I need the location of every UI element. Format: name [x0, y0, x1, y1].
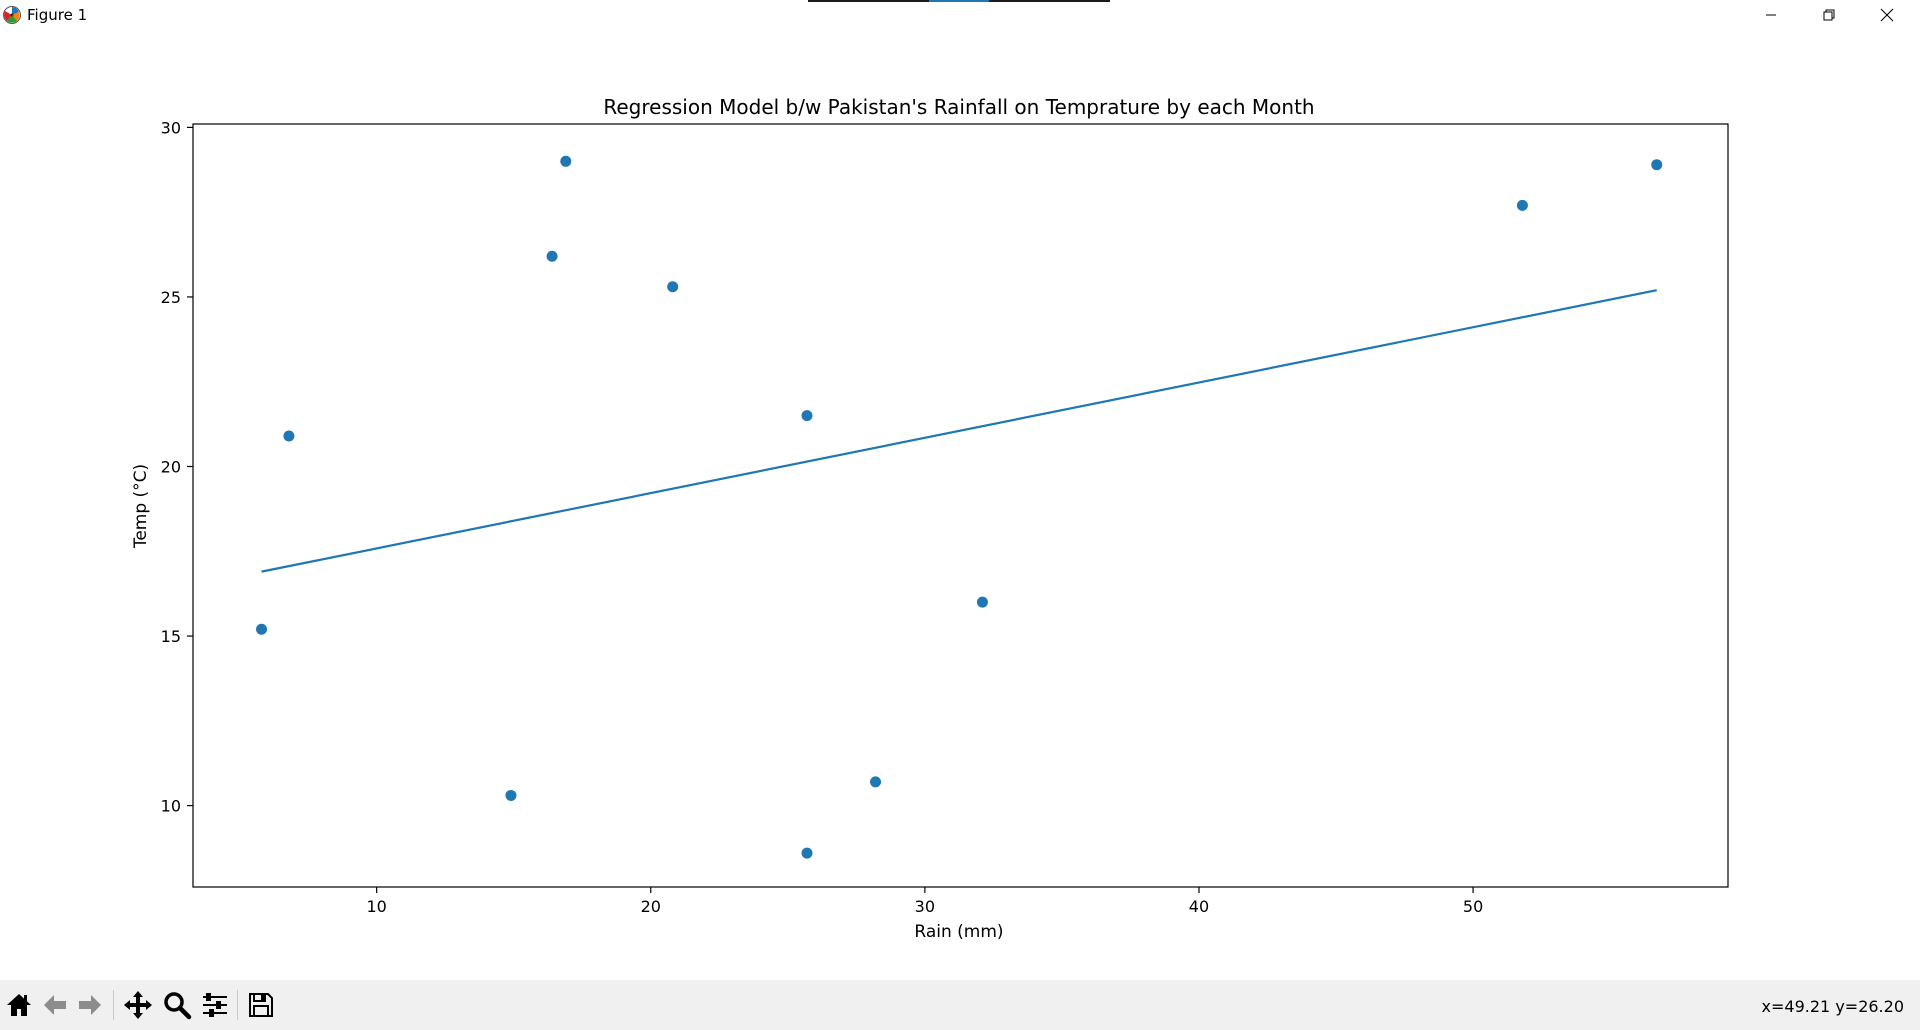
y-tick-label-25: 25	[161, 288, 181, 307]
data-point-3	[505, 789, 517, 801]
home-button[interactable]	[2, 988, 36, 1022]
x-axis-label: Rain (mm)	[914, 922, 1003, 942]
matplotlib-logo-icon	[2, 5, 22, 25]
y-tick-label-20: 20	[161, 458, 181, 477]
minimize-icon	[1766, 14, 1776, 16]
axes: 10 20 30 40 50 10 15 20 25 30	[161, 118, 1729, 916]
data-point-4	[546, 250, 558, 262]
x-tick-label-10: 10	[366, 897, 386, 916]
floppy-disk-icon	[249, 993, 273, 1017]
data-point-1	[256, 623, 268, 635]
data-point-12	[1651, 159, 1663, 171]
cursor-coordinates: x=49.21 y=26.20	[1761, 997, 1904, 1016]
plot-area	[256, 155, 1663, 859]
data-point-11	[1516, 199, 1528, 211]
data-point-10	[976, 596, 988, 608]
window-title: Figure 1	[27, 6, 88, 24]
back-button[interactable]	[38, 988, 72, 1022]
data-point-2	[283, 430, 295, 442]
scatter-chart: Regression Model b/w Pakistan's Rainfall…	[131, 95, 1729, 942]
data-point-9	[870, 776, 882, 788]
restore-icon	[1823, 9, 1835, 21]
move-icon	[124, 991, 152, 1019]
title-bar: Figure 1	[0, 0, 1920, 30]
configure-subplots-button[interactable]	[198, 988, 232, 1022]
data-point-5	[560, 155, 572, 167]
x-tick-label-30: 30	[915, 897, 935, 916]
data-point-8	[801, 847, 813, 859]
forward-button[interactable]	[73, 988, 107, 1022]
toolbar-separator	[237, 990, 238, 1020]
sliders-icon	[203, 993, 227, 1017]
x-tick-label-50: 50	[1463, 897, 1483, 916]
x-tick-label-20: 20	[641, 897, 661, 916]
close-button[interactable]	[1858, 0, 1916, 30]
forward-arrow-icon	[79, 995, 101, 1015]
y-tick-label-15: 15	[161, 627, 181, 646]
data-point-7	[801, 410, 813, 422]
data-point-6	[667, 281, 679, 293]
chart-title: Regression Model b/w Pakistan's Rainfall…	[603, 95, 1314, 119]
x-tick-label-40: 40	[1189, 897, 1209, 916]
toolbar-separator	[113, 990, 114, 1020]
home-icon	[7, 994, 31, 1016]
zoom-button[interactable]	[160, 988, 194, 1022]
close-icon	[1880, 8, 1894, 22]
minimize-button[interactable]	[1742, 0, 1800, 30]
navigation-toolbar: x=49.21 y=26.20	[0, 980, 1920, 1030]
regression-line	[261, 289, 1657, 573]
y-tick-label-30: 30	[161, 118, 181, 137]
save-button[interactable]	[244, 988, 278, 1022]
axes-frame	[192, 123, 1729, 888]
y-axis-label: Temp (°C)	[131, 464, 151, 549]
figure-canvas[interactable]: Regression Model b/w Pakistan's Rainfall…	[0, 30, 1920, 980]
pan-button[interactable]	[121, 988, 155, 1022]
restore-button[interactable]	[1800, 0, 1858, 30]
y-tick-label-10: 10	[161, 797, 181, 816]
back-arrow-icon	[44, 995, 66, 1015]
magnifier-icon	[164, 992, 192, 1020]
title-bar-accent-highlight	[929, 0, 989, 2]
